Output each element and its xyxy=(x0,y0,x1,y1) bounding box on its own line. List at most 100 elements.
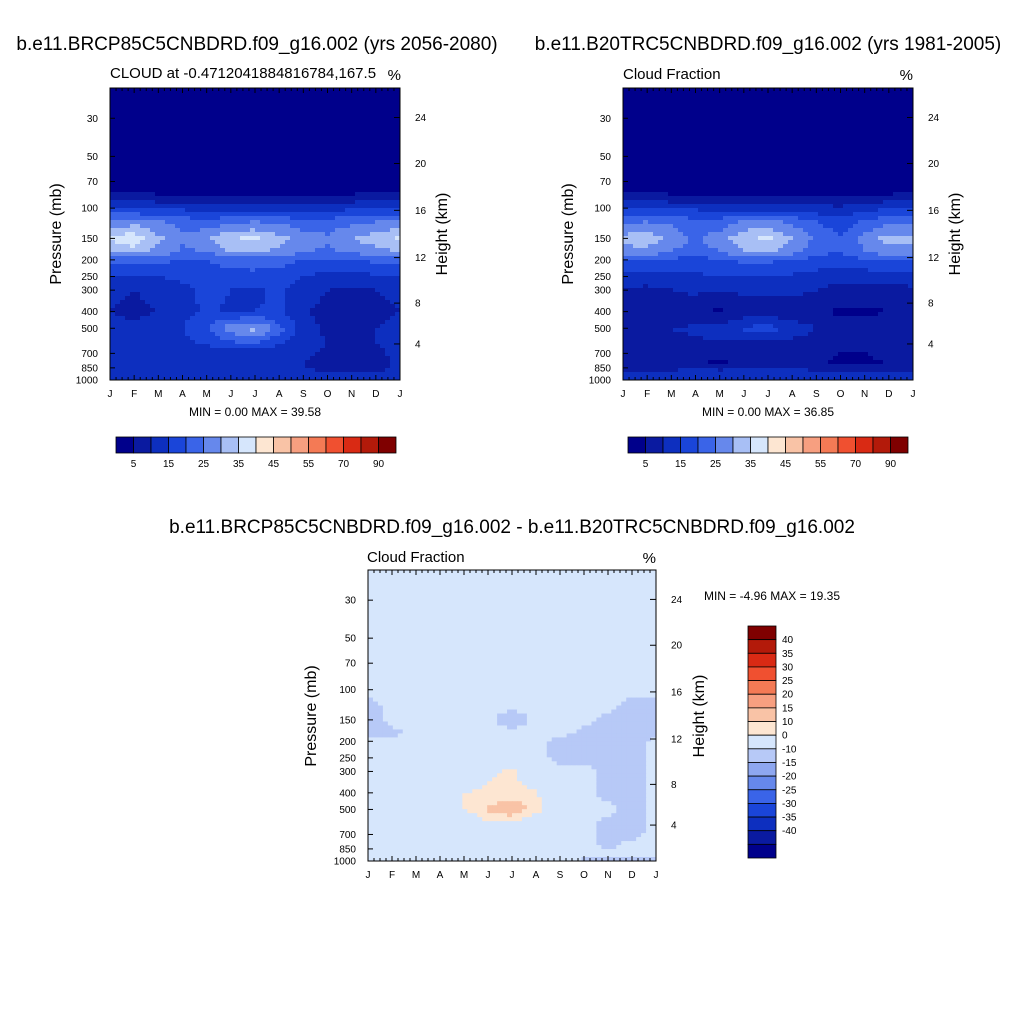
heat-cell xyxy=(245,260,251,265)
heat-cell xyxy=(110,244,116,249)
heat-cell xyxy=(345,224,351,229)
heat-cell xyxy=(130,364,136,369)
heat-cell xyxy=(703,108,709,113)
heat-cell xyxy=(175,332,181,337)
heat-cell xyxy=(290,120,296,125)
heat-cell xyxy=(290,300,296,305)
heat-cell xyxy=(140,92,146,97)
heat-cell xyxy=(170,200,176,205)
heat-cell xyxy=(738,92,744,97)
heat-cell xyxy=(155,260,161,265)
heat-cell xyxy=(370,236,376,241)
heat-cell xyxy=(130,212,136,217)
heat-cell xyxy=(120,360,126,365)
heat-cell xyxy=(140,132,146,137)
heat-cell xyxy=(320,344,326,349)
heat-cell xyxy=(723,108,729,113)
heat-cell xyxy=(165,372,171,377)
heat-cell xyxy=(150,152,156,157)
heat-cell xyxy=(180,308,186,313)
heat-cell xyxy=(155,336,161,341)
heat-cell xyxy=(230,204,236,209)
heat-cell xyxy=(718,120,724,125)
heat-cell xyxy=(385,184,391,189)
heat-cell xyxy=(310,140,316,145)
heat-cell xyxy=(260,360,266,365)
heat-cell xyxy=(335,228,341,233)
heat-cell xyxy=(395,232,400,237)
heat-cell xyxy=(340,336,346,341)
heat-cell xyxy=(120,188,126,193)
heat-cell xyxy=(205,324,211,329)
heat-cell xyxy=(145,160,151,165)
heat-cell xyxy=(235,196,241,201)
heat-cell xyxy=(380,352,386,357)
heat-cell xyxy=(350,228,356,233)
heat-cell xyxy=(225,328,231,333)
heat-cell xyxy=(280,280,286,285)
heat-cell xyxy=(375,296,381,301)
heat-cell xyxy=(305,296,311,301)
heat-cell xyxy=(165,240,171,245)
heat-cell xyxy=(165,224,171,229)
heat-cell xyxy=(260,364,266,369)
heat-cell xyxy=(235,248,241,253)
heat-cell xyxy=(350,276,356,281)
heat-cell xyxy=(365,148,371,153)
heat-cell xyxy=(360,164,366,169)
heat-cell xyxy=(345,124,351,129)
heat-cell xyxy=(230,164,236,169)
heat-cell xyxy=(778,88,784,93)
heat-cell xyxy=(245,168,251,173)
heat-cell xyxy=(215,132,221,137)
heat-cell xyxy=(275,232,281,237)
heat-cell xyxy=(360,212,366,217)
heat-cell xyxy=(235,208,241,213)
heat-cell xyxy=(395,128,400,133)
heat-cell xyxy=(135,176,141,181)
heat-cell xyxy=(305,104,311,109)
heat-cell xyxy=(853,100,859,105)
heat-cell xyxy=(713,92,719,97)
heat-cell xyxy=(185,300,191,305)
heat-cell xyxy=(828,116,834,121)
heat-cell xyxy=(325,244,331,249)
heat-cell xyxy=(270,204,276,209)
heat-cell xyxy=(215,200,221,205)
x-tick-label: F xyxy=(131,389,137,400)
heat-cell xyxy=(310,256,316,261)
heat-cell xyxy=(205,376,211,380)
heat-cell xyxy=(275,100,281,105)
heat-cell xyxy=(225,224,231,229)
heat-cell xyxy=(340,176,346,181)
heat-cell xyxy=(180,228,186,233)
heat-cell xyxy=(355,236,361,241)
heat-cell xyxy=(155,340,161,345)
heat-cell xyxy=(370,196,376,201)
heat-cell xyxy=(390,268,396,273)
heat-cell xyxy=(628,108,634,113)
heat-cell xyxy=(160,328,166,333)
heat-cell xyxy=(688,112,694,117)
heat-cell xyxy=(125,324,131,329)
heat-cell xyxy=(135,236,141,241)
heat-cell xyxy=(110,300,116,305)
heat-cell xyxy=(728,104,734,109)
heat-cell xyxy=(823,100,829,105)
heat-cell xyxy=(280,276,286,281)
heat-cell xyxy=(240,308,246,313)
heat-cell xyxy=(260,184,266,189)
heat-cell xyxy=(275,372,281,377)
heat-cell xyxy=(350,244,356,249)
heat-cell xyxy=(370,200,376,205)
heat-cell xyxy=(115,176,121,181)
heat-cell xyxy=(893,112,899,117)
heat-cell xyxy=(335,288,341,293)
heat-cell xyxy=(678,88,684,93)
heat-cell xyxy=(140,316,146,321)
heat-cell xyxy=(205,104,211,109)
heat-cell xyxy=(335,248,341,253)
heat-cell xyxy=(325,100,331,105)
heat-cell xyxy=(360,200,366,205)
heat-cell xyxy=(135,272,141,277)
